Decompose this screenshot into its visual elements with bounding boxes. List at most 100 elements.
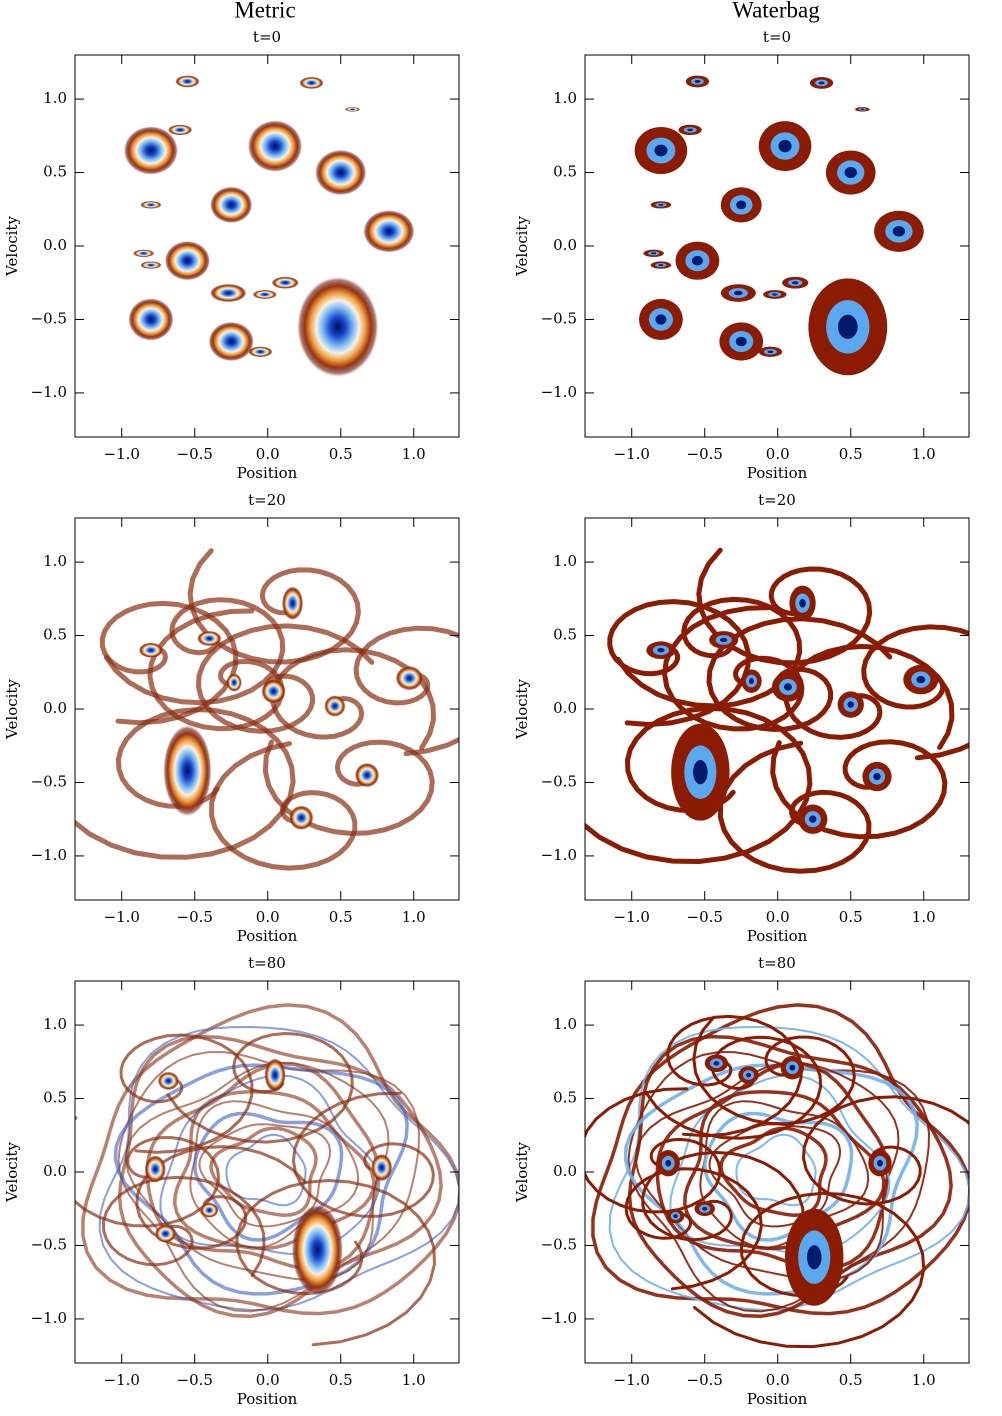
vortex [299,76,324,90]
vortex [709,631,739,649]
y-tick-label: −0.5 [31,772,67,790]
vortex [719,322,764,361]
x-axis-label: Position [747,927,808,945]
x-axis-label: Position [237,464,298,482]
x-tick-label: −1.0 [104,445,140,463]
vortex [264,1058,286,1093]
x-axis-label: Position [747,1390,808,1408]
vortex [771,672,805,702]
vortex [704,1054,729,1073]
vortex [208,321,255,362]
x-tick-label: 1.0 [402,1371,426,1389]
vortex [763,290,787,299]
plot-area [75,548,459,871]
x-tick-label: −0.5 [177,445,213,463]
x-tick-label: 0.5 [329,908,353,926]
x-tick-label: 1.0 [402,908,426,926]
vortex [639,298,683,341]
vortex [247,119,303,173]
column-title: Metric [234,0,295,22]
panel-title: t=20 [758,491,796,509]
x-tick-label: −0.5 [177,1371,213,1389]
y-tick-label: −1.0 [541,383,577,401]
x-tick-label: 0.0 [256,908,280,926]
plot-area [585,547,969,874]
vortex [868,1149,892,1177]
plot-area [634,75,924,376]
y-tick-label: 0.5 [553,1089,577,1107]
y-tick-label: −1.0 [541,1309,577,1327]
vortex [144,1155,167,1183]
vortex [354,762,380,788]
vortex [261,679,286,704]
x-tick-label: −0.5 [687,1371,723,1389]
vortex [720,284,756,302]
panel-title: t=80 [248,954,286,972]
vortex [738,1066,759,1084]
y-axis-label: Velocity [3,679,21,740]
x-tick-label: 0.0 [256,445,280,463]
y-tick-label: 0.0 [553,236,577,254]
panel-title: t=0 [763,28,791,46]
x-tick-label: 0.5 [329,1371,353,1389]
vortex [314,149,367,196]
plot-frame [74,517,460,901]
vortex [646,641,676,660]
x-axis-label: Position [237,1390,298,1408]
vortex [678,124,702,136]
x-tick-label: 0.0 [256,1371,280,1389]
x-tick-label: −1.0 [614,1371,650,1389]
panel-title: t=20 [248,491,286,509]
vortex [123,125,179,176]
x-tick-label: −1.0 [104,1371,140,1389]
vortex [164,240,211,281]
y-tick-label: −0.5 [541,1235,577,1253]
y-tick-label: 0.5 [43,1089,67,1107]
vortex [162,724,212,817]
column-title: Waterbag [732,0,820,22]
y-tick-label: 0.0 [43,236,67,254]
vortex [825,150,876,195]
panel: −1.0 −0.5 0.0 0.5 1.0 −1.0 −0.5 0.0 0.5 1.0 t=20 Po… [513,491,970,945]
y-tick-label: 1.0 [43,1015,67,1033]
x-tick-label: 0.5 [839,908,863,926]
y-tick-label: 0.5 [553,163,577,181]
x-tick-label: 1.0 [912,1371,936,1389]
panel: −1.0 −0.5 0.0 0.5 1.0 −1.0 −0.5 0.0 0.5 1.0 t=20 Po… [3,491,460,945]
vortex [132,249,155,258]
y-tick-label: −1.0 [31,383,67,401]
vortex [362,209,415,253]
vortex [656,1149,680,1177]
vortex [197,630,222,647]
y-tick-label: 0.0 [553,1162,577,1180]
y-tick-label: 1.0 [43,89,67,107]
vortex [200,1202,219,1218]
x-tick-label: 1.0 [912,445,936,463]
y-tick-label: −0.5 [31,1235,67,1253]
vortex [175,75,200,88]
vortex [154,1224,177,1243]
vortex [252,289,278,300]
y-tick-label: 0.0 [43,1162,67,1180]
x-tick-label: −1.0 [614,445,650,463]
panel: −1.0 −0.5 0.0 0.5 1.0 −1.0 −0.5 0.0 0.5 1.0 t=80 Po… [3,954,460,1408]
x-tick-label: −1.0 [104,908,140,926]
vortex [209,186,253,224]
y-tick-label: 1.0 [553,552,577,570]
vortex [671,723,730,821]
vortex [675,241,720,280]
vortex [758,346,783,357]
vortex [903,664,939,695]
vortex [226,673,242,692]
y-tick-label: 0.5 [43,163,67,181]
x-tick-label: 0.0 [766,445,790,463]
x-tick-label: 0.0 [766,908,790,926]
vortex [127,297,174,342]
x-tick-label: −0.5 [177,908,213,926]
vortex [281,586,304,621]
vortex [157,1071,180,1091]
y-tick-label: 0.5 [553,626,577,644]
vortex [789,585,816,621]
vortex [780,1055,805,1080]
